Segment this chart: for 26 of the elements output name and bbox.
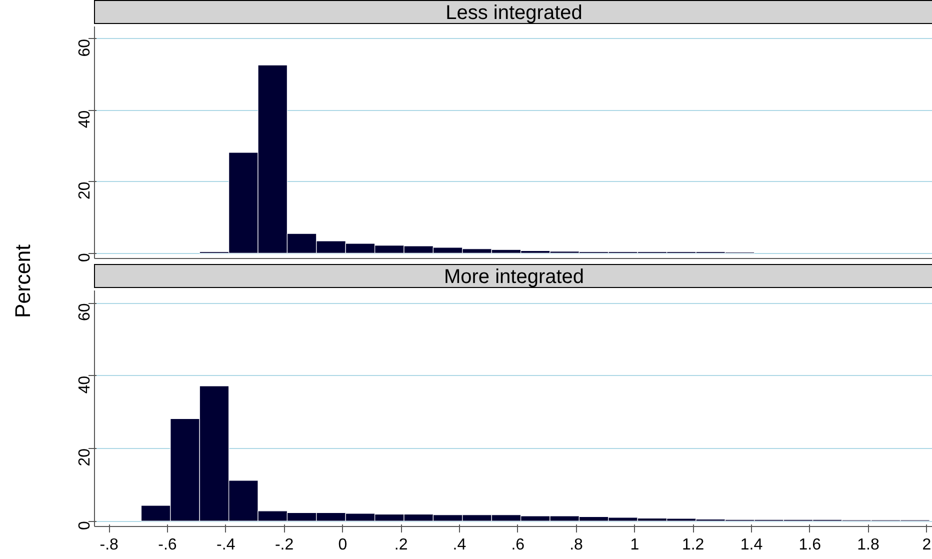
y-tick-label: 0 — [76, 253, 94, 262]
chart-title: More integrated — [444, 265, 584, 289]
x-tick-label: -.6 — [158, 536, 177, 554]
y-tick-label: 60 — [76, 38, 94, 57]
y-tick-label: 20 — [76, 182, 94, 200]
x-tick-label: 0 — [338, 536, 348, 554]
x-tick-label: 1.4 — [740, 536, 763, 554]
x-tick-label: .8 — [570, 536, 584, 554]
y-tick-label: 40 — [76, 110, 94, 128]
chart-title: Less integrated — [446, 1, 582, 25]
x-tick-label: .2 — [394, 536, 408, 554]
x-tick-label: -.2 — [274, 536, 294, 554]
y-axis-title: Percent — [10, 244, 36, 318]
x-tick-label: .6 — [511, 536, 525, 554]
x-tick-label: 2 — [922, 536, 932, 554]
x-tick-label: 1.2 — [682, 536, 704, 554]
x-tick-label: .4 — [452, 536, 466, 554]
x-tick-label: -.8 — [100, 536, 119, 554]
y-tick-label: 40 — [76, 376, 94, 394]
y-tick-label: 0 — [76, 520, 94, 530]
x-tick-label: 1.6 — [798, 536, 822, 554]
y-tick-label: 60 — [76, 303, 94, 322]
x-tick-label: 1.8 — [857, 536, 880, 554]
x-tick-label: -.4 — [216, 536, 236, 554]
x-tick-label: 1 — [630, 536, 640, 554]
y-tick-label: 20 — [76, 448, 94, 466]
